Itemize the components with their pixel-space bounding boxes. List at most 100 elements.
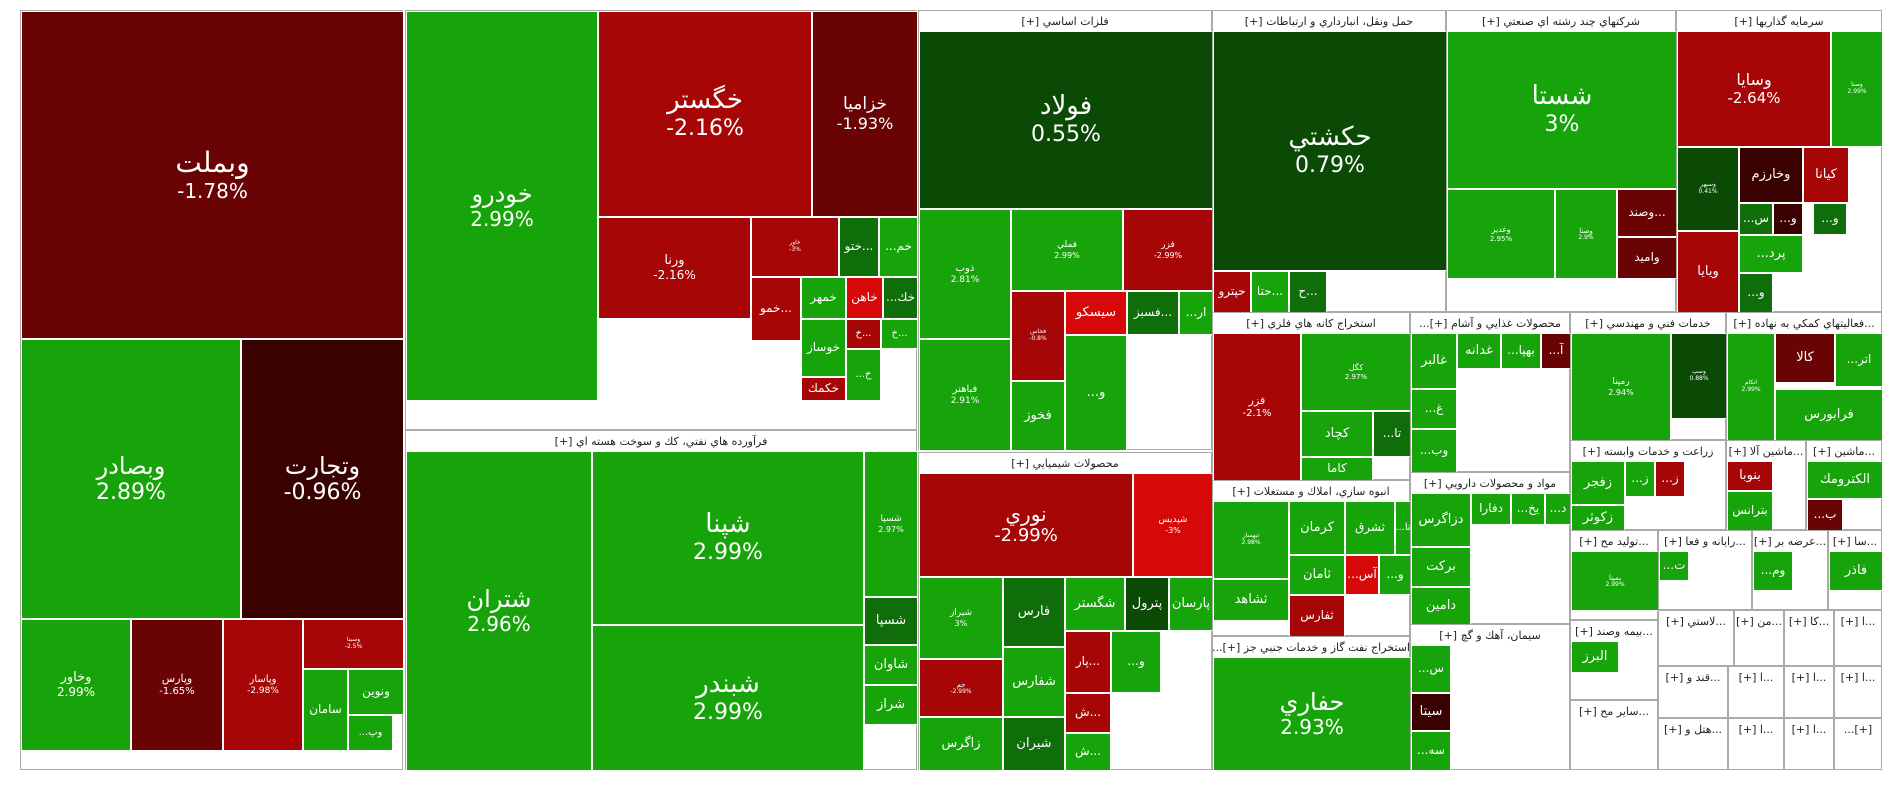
stock-tile[interactable]: دزاگرس bbox=[1411, 493, 1471, 547]
stock-tile[interactable]: وسينا -2.5% bbox=[303, 619, 404, 669]
stock-tile[interactable]: غالبر bbox=[1411, 333, 1457, 389]
stock-tile[interactable]: شفارس bbox=[1003, 647, 1065, 717]
stock-tile[interactable]: البرز bbox=[1571, 641, 1619, 673]
sector-header[interactable]: ...بيمه وصند [+] bbox=[1575, 624, 1653, 638]
stock-tile[interactable]: فاذر bbox=[1829, 551, 1883, 591]
stock-tile[interactable]: وصنا 2.99% bbox=[1831, 31, 1883, 147]
stock-tile[interactable]: شراز bbox=[864, 685, 918, 725]
stock-tile[interactable]: كاما bbox=[1301, 457, 1373, 481]
stock-tile[interactable]: پترول bbox=[1125, 577, 1169, 631]
stock-tile[interactable]: دفارا bbox=[1471, 493, 1511, 525]
stock-tile[interactable]: ...غ bbox=[1411, 389, 1457, 429]
stock-tile[interactable]: بترانس bbox=[1727, 491, 1773, 531]
stock-tile[interactable]: فسبز... bbox=[1127, 291, 1179, 335]
stock-tile[interactable]: خكمك bbox=[801, 377, 846, 401]
stock-tile[interactable]: فخوز bbox=[1011, 381, 1065, 451]
stock-tile[interactable]: ...سه bbox=[1411, 731, 1451, 771]
sector-header[interactable]: استخراج كانه هاي فلزي [+] bbox=[1246, 316, 1376, 330]
sector-header[interactable]: ...عرضه بر [+] bbox=[1753, 534, 1827, 548]
stock-tile[interactable]: ...ار bbox=[1179, 291, 1213, 335]
stock-tile[interactable]: كيانا bbox=[1803, 147, 1849, 203]
stock-tile[interactable]: سيتا bbox=[1411, 693, 1451, 731]
stock-tile[interactable]: وسپ 0.88% bbox=[1671, 333, 1727, 419]
stock-tile[interactable]: خاور -3% bbox=[751, 217, 839, 277]
stock-tile[interactable]: وبملت -1.78% bbox=[21, 11, 404, 339]
sector-header[interactable]: خدمات فني و مهندسي [+] bbox=[1585, 316, 1711, 330]
sector-header[interactable]: ...ماشين آلا [+] bbox=[1728, 444, 1804, 458]
sector-header[interactable]: سرمايه گذاريها [+] bbox=[1734, 14, 1824, 28]
stock-tile[interactable]: ...و bbox=[1065, 335, 1127, 451]
stock-tile[interactable]: ويايا bbox=[1677, 231, 1739, 313]
stock-tile[interactable]: غدانه bbox=[1457, 333, 1501, 369]
stock-tile[interactable]: ...تا bbox=[1395, 501, 1411, 555]
stock-tile[interactable]: ...خك bbox=[883, 277, 918, 319]
sector-header[interactable]: ...فعاليتهاي كمكي به نهاده [+] bbox=[1733, 316, 1875, 330]
stock-tile[interactable]: فباهنر 2.91% bbox=[919, 339, 1011, 451]
stock-tile[interactable]: سيسكو bbox=[1065, 291, 1127, 335]
stock-tile[interactable]: فملي 2.99% bbox=[1011, 209, 1123, 291]
stock-tile[interactable]: الكترومك bbox=[1807, 461, 1883, 499]
sector-header[interactable]: ...رايانه و فعا [+] bbox=[1664, 534, 1746, 548]
sector-header[interactable]: ...ا [+] bbox=[1840, 670, 1876, 684]
sector-header[interactable]: محصولات شيميايي [+] bbox=[1011, 456, 1119, 470]
stock-tile[interactable]: ...اتر bbox=[1835, 333, 1883, 387]
stock-tile[interactable]: ...س bbox=[1739, 203, 1773, 235]
stock-tile[interactable]: شپديس -3% bbox=[1133, 473, 1213, 577]
stock-tile[interactable]: وصنا 2.9% bbox=[1555, 189, 1617, 279]
stock-tile[interactable]: وپارس -1.65% bbox=[131, 619, 223, 751]
stock-tile[interactable]: وتجارت -0.96% bbox=[241, 339, 404, 619]
sector-header[interactable]: ...كا [+] bbox=[1788, 614, 1830, 628]
stock-tile[interactable]: شستا 3% bbox=[1447, 31, 1677, 189]
sector-header[interactable]: ...ا [+] bbox=[1840, 614, 1876, 628]
sector-header[interactable]: فلزات اساسي [+] bbox=[1021, 14, 1109, 28]
stock-tile[interactable]: ثبهساز 2.98% bbox=[1213, 501, 1289, 579]
stock-tile[interactable]: ...آ bbox=[1541, 333, 1571, 369]
stock-tile[interactable]: ...د bbox=[1545, 493, 1571, 525]
sector-header[interactable]: زراعت و خدمات وابسته [+] bbox=[1582, 444, 1714, 458]
stock-tile[interactable]: خاهن bbox=[846, 277, 883, 319]
stock-tile[interactable]: خ... bbox=[846, 319, 881, 349]
stock-tile[interactable]: وخاور 2.99% bbox=[21, 619, 131, 751]
stock-tile[interactable]: ...و bbox=[1813, 203, 1847, 235]
stock-tile[interactable]: ثشاهد bbox=[1213, 579, 1289, 621]
stock-tile[interactable]: ...و bbox=[1379, 555, 1411, 595]
stock-tile[interactable]: حپترو bbox=[1213, 271, 1251, 313]
stock-tile[interactable]: خ... bbox=[881, 319, 918, 349]
stock-tile[interactable]: بمپنا 2.99% bbox=[1571, 551, 1659, 611]
stock-tile[interactable]: كرمان bbox=[1289, 501, 1345, 555]
sector-header[interactable]: ...سا [+] bbox=[1832, 534, 1878, 548]
stock-tile[interactable]: ختو... bbox=[839, 217, 879, 277]
stock-tile[interactable]: وبصادر 2.89% bbox=[21, 339, 241, 619]
sector-header[interactable]: حمل ونقل، انبارداري و ارتباطات [+] bbox=[1244, 14, 1414, 28]
sector-header[interactable]: ...قند و [+] bbox=[1665, 670, 1721, 684]
stock-tile[interactable]: ...س bbox=[1411, 645, 1451, 693]
stock-tile[interactable]: سامان bbox=[303, 669, 348, 751]
stock-tile[interactable]: ...ب bbox=[1807, 499, 1843, 531]
stock-tile[interactable]: خمو... bbox=[751, 277, 801, 341]
sector-header[interactable]: استخراج نفت گاز و خدمات جنبي جز [+]... bbox=[1213, 640, 1409, 654]
stock-tile[interactable]: ...ز bbox=[1655, 461, 1685, 497]
sector-header[interactable]: ...هتل و [+] bbox=[1663, 722, 1723, 736]
sector-header[interactable]: [+]... bbox=[1843, 722, 1873, 736]
stock-tile[interactable]: خگستر -2.16% bbox=[598, 11, 812, 217]
stock-tile[interactable]: وصند... bbox=[1617, 189, 1677, 237]
stock-tile[interactable]: وسايا -2.64% bbox=[1677, 31, 1831, 147]
sector-header[interactable]: فرآورده هاي نفتي، كك و سوخت هسته اي [+] bbox=[554, 434, 768, 448]
stock-tile[interactable]: شيراز 3% bbox=[919, 577, 1003, 659]
stock-tile[interactable]: ...وب bbox=[1411, 429, 1457, 473]
stock-tile[interactable]: حتا... bbox=[1251, 271, 1289, 313]
sector-header[interactable]: ...من [+] bbox=[1735, 614, 1783, 628]
stock-tile[interactable]: ...پرد bbox=[1739, 235, 1803, 273]
stock-tile[interactable]: شسپا 2.97% bbox=[864, 451, 918, 597]
stock-tile[interactable]: فزر -2.99% bbox=[1123, 209, 1213, 291]
stock-tile[interactable]: ...ت bbox=[1659, 551, 1689, 581]
stock-tile[interactable]: فرابورس bbox=[1775, 389, 1883, 441]
sector-header[interactable]: شركتهاي چند رشته اي صنعتي [+] bbox=[1482, 14, 1640, 28]
stock-tile[interactable]: واميد bbox=[1617, 237, 1677, 279]
stock-tile[interactable]: ...خ bbox=[846, 349, 881, 401]
stock-tile[interactable]: فارس bbox=[1003, 577, 1065, 647]
stock-tile[interactable]: وغدير 2.95% bbox=[1447, 189, 1555, 279]
stock-tile[interactable]: خزاميا -1.93% bbox=[812, 11, 918, 217]
stock-tile[interactable]: ذوب 2.81% bbox=[919, 209, 1011, 339]
stock-tile[interactable]: پارسان bbox=[1169, 577, 1213, 631]
